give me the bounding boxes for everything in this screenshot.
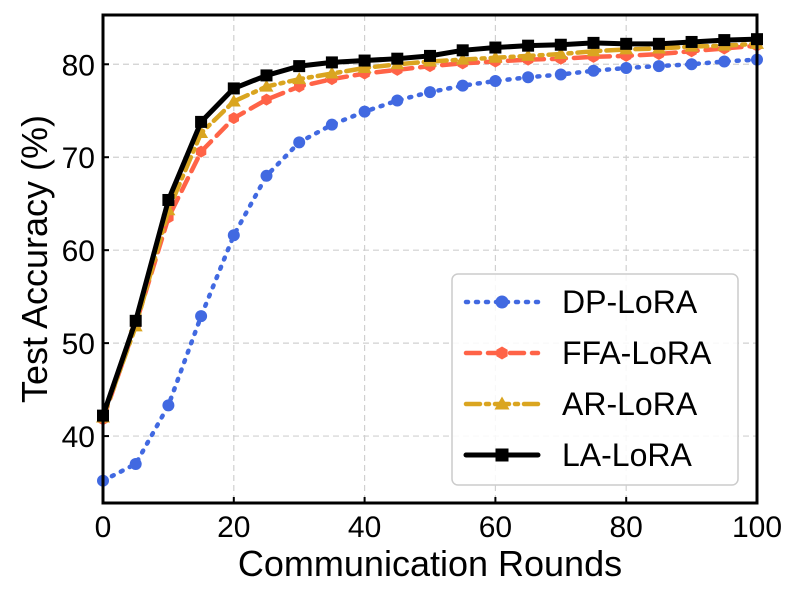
la-lora-point (554, 38, 567, 51)
dp-lora-point (195, 310, 208, 323)
y-tick-label: 60 (62, 235, 95, 268)
x-tick-label: 20 (217, 511, 250, 544)
legend-label: LA-LoRA (562, 437, 693, 473)
x-tick-label: 40 (348, 511, 381, 544)
la-lora-point (718, 34, 731, 47)
ffa-lora-point (261, 93, 272, 106)
ar-lora-point (357, 60, 372, 73)
dp-lora-point (129, 457, 142, 470)
dp-lora-point (456, 79, 469, 92)
plot-frame (101, 13, 759, 505)
la-lora-point (685, 35, 698, 48)
y-tick-label: 50 (62, 328, 95, 361)
legend-item-ffa-lora: FFA-LoRA (463, 335, 712, 371)
dp-lora-point (495, 295, 509, 309)
la-lora-point (620, 37, 633, 50)
y-axis-title: Test Accuracy (%) (14, 115, 55, 403)
dp-lora-point (293, 136, 306, 149)
ffa-lora-point (195, 145, 207, 158)
la-lora-point (162, 193, 175, 206)
la-lora-point (227, 82, 240, 95)
ar-lora-line (100, 41, 760, 420)
ticks: 0 20 40 60 80 100 40 50 60 70 80 (62, 49, 782, 544)
x-tick-label: 100 (732, 511, 782, 544)
legend-item-la-lora: LA-LoRA (463, 437, 693, 473)
ar-lora-point (292, 72, 307, 85)
la-lora-point (391, 52, 404, 65)
ar-lora-point (521, 48, 536, 61)
dp-lora-point (162, 399, 175, 412)
dp-lora-point (587, 64, 600, 77)
dp-lora-point (227, 229, 240, 242)
dp-lora-point (718, 55, 731, 68)
x-tick-label: 80 (610, 511, 643, 544)
ar-lora-point (226, 94, 241, 107)
ar-lora-point (259, 79, 274, 92)
legend-item-dp-lora: DP-LoRA (463, 284, 698, 320)
la-lora-point (358, 54, 371, 67)
dp-lora-point (489, 74, 502, 87)
ffa-lora-point (228, 112, 239, 125)
ar-lora-point (488, 50, 503, 63)
x-axis-title: Communication Rounds (238, 543, 622, 584)
y-tick-label: 80 (62, 49, 95, 82)
la-lora-point (424, 49, 436, 62)
dp-lora-point (652, 60, 665, 73)
dp-lora-point (424, 86, 436, 99)
la-lora-point (652, 37, 665, 50)
legend-label: FFA-LoRA (562, 335, 712, 371)
ar-lora-point (455, 52, 470, 65)
ar-lora-point (324, 66, 339, 79)
series-group (96, 33, 764, 487)
x-tick-label: 0 (95, 511, 112, 544)
x-tick-label: 60 (479, 511, 512, 544)
dp-lora-point (554, 68, 567, 81)
legend-box (451, 273, 739, 486)
y-tick-label: 70 (62, 142, 95, 175)
legend-label: AR-LoRA (562, 386, 698, 422)
la-lora-point (456, 44, 469, 57)
la-lora-point (129, 314, 142, 327)
la-lora-point (489, 41, 502, 54)
la-lora-point (195, 115, 208, 128)
legend-item-ar-lora: AR-LoRA (463, 386, 698, 422)
legend-label: DP-LoRA (562, 284, 698, 320)
la-lora-point (522, 39, 535, 52)
la-lora-point (325, 56, 338, 69)
ffa-lora-point (496, 346, 508, 360)
dp-lora-point (620, 61, 633, 74)
dp-lora-series (97, 53, 763, 487)
dp-lora-point (325, 118, 338, 131)
la-lora-point (587, 36, 600, 49)
dp-lora-point (260, 169, 273, 182)
dp-lora-point (391, 94, 404, 107)
dp-lora-point (522, 71, 535, 84)
ar-lora-point (553, 47, 568, 60)
la-lora-point (260, 69, 273, 82)
dp-lora-point (685, 58, 698, 71)
y-tick-label: 40 (62, 421, 95, 454)
ar-lora-point (586, 44, 601, 57)
ar-lora-point (494, 396, 510, 410)
la-lora-point (495, 448, 509, 462)
legend: DP-LoRA FFA-LoRA AR-LoRA LA-LoRA (451, 273, 739, 486)
dp-lora-point (358, 105, 371, 118)
la-lora-point (293, 60, 306, 73)
